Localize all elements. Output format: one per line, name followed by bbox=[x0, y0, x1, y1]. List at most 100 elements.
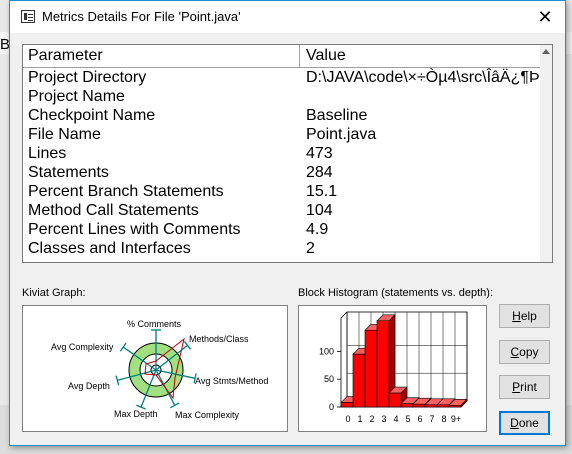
value-cell: 2 bbox=[306, 240, 315, 257]
histogram-x-tick: 9+ bbox=[451, 414, 461, 424]
kiviat-axis-tick bbox=[193, 373, 197, 384]
kiviat-graph: % Comments Methods/Class Avg Stmts/Metho… bbox=[22, 305, 288, 432]
table-row[interactable]: Percent Lines with Comments 4.9 bbox=[23, 221, 541, 240]
help-button-accelerator: H bbox=[512, 309, 521, 323]
parameter-cell: Statements bbox=[28, 164, 109, 181]
histogram-x-tick: 0 bbox=[345, 414, 350, 424]
done-button-accelerator: D bbox=[510, 416, 519, 430]
histogram-x-tick: 5 bbox=[405, 414, 410, 424]
print-button-accelerator: P bbox=[512, 380, 521, 394]
kiviat-axis-label-avg-depth: Avg Depth bbox=[68, 381, 110, 391]
kiviat-axis-tick bbox=[119, 342, 127, 352]
value-cell: 473 bbox=[306, 145, 333, 162]
histogram-bar bbox=[376, 320, 390, 408]
kiviat-axis-tick bbox=[170, 402, 180, 409]
histogram-bar bbox=[424, 404, 438, 408]
column-divider[interactable] bbox=[299, 45, 300, 67]
kiviat-axis-label-max-depth: Max Depth bbox=[114, 409, 158, 419]
table-row[interactable]: File Name Point.java bbox=[23, 126, 541, 145]
table-row[interactable]: Statements 284 bbox=[23, 164, 541, 183]
histogram-x-tick: 8 bbox=[441, 414, 446, 424]
parameter-cell: Lines bbox=[28, 145, 67, 162]
copy-button[interactable]: Copy bbox=[499, 340, 550, 364]
histogram-bar bbox=[388, 392, 402, 408]
histogram-bar bbox=[352, 353, 366, 408]
histogram-x-tick: 1 bbox=[357, 414, 362, 424]
kiviat-axis-label-avg-stmts-method: Avg Stmts/Method bbox=[195, 376, 268, 386]
histogram-x-tick: 6 bbox=[417, 414, 422, 424]
parameter-cell: Classes and Interfaces bbox=[28, 240, 191, 257]
help-button-label: elp bbox=[520, 309, 537, 323]
table-row[interactable]: Project Name bbox=[23, 88, 541, 107]
print-button[interactable]: Print bbox=[499, 375, 550, 399]
value-cell: 15.1 bbox=[306, 183, 338, 200]
histogram-bar bbox=[340, 402, 354, 408]
kiviat-axis-tick bbox=[136, 404, 146, 410]
block-histogram: 0 1 2 3 4 5 6 7 8 9+ 0 50 100 bbox=[298, 305, 487, 432]
histogram-label: Block Histogram (statements vs. depth): bbox=[298, 287, 494, 299]
kiviat-axis bbox=[140, 369, 157, 408]
histogram-bar bbox=[364, 329, 378, 408]
histogram-x-tick: 3 bbox=[381, 414, 386, 424]
value-cell: 4.9 bbox=[306, 221, 329, 238]
copy-button-accelerator: C bbox=[510, 345, 520, 359]
table-row[interactable]: Checkpoint Name Baseline bbox=[23, 107, 541, 126]
print-button-label: rint bbox=[520, 380, 537, 394]
histogram-axis-edge bbox=[340, 311, 348, 319]
kiviat-axis-label-methods-class: Methods/Class bbox=[189, 334, 249, 344]
histogram-x-tick: 7 bbox=[429, 414, 434, 424]
document-icon bbox=[21, 10, 35, 23]
done-button[interactable]: Done bbox=[499, 411, 550, 435]
parameter-cell: File Name bbox=[28, 126, 101, 143]
parameter-cell: Checkpoint Name bbox=[28, 107, 156, 124]
table-row[interactable]: Method Call Statements 104 bbox=[23, 202, 541, 221]
histogram-x-tick: 4 bbox=[393, 414, 398, 424]
close-button[interactable]: ✕ bbox=[537, 7, 553, 27]
kiviat-label: Kiviat Graph: bbox=[22, 287, 86, 299]
scroll-up-icon[interactable] bbox=[542, 49, 550, 54]
kiviat-axis bbox=[155, 344, 188, 371]
column-header-value[interactable]: Value bbox=[306, 47, 346, 64]
histogram-x-tick: 2 bbox=[369, 414, 374, 424]
column-header-parameter[interactable]: Parameter bbox=[28, 47, 103, 64]
kiviat-axis-tick bbox=[115, 375, 120, 386]
histogram-bar bbox=[448, 405, 462, 408]
kiviat-axis-label-comments: % Comments bbox=[127, 319, 182, 329]
value-cell: Point.java bbox=[306, 126, 377, 143]
kiviat-axis-tick bbox=[183, 341, 192, 350]
value-cell: 284 bbox=[306, 164, 333, 181]
histogram-bar bbox=[400, 403, 414, 408]
value-cell: 104 bbox=[306, 202, 333, 219]
background-letter: B bbox=[0, 36, 11, 53]
copy-button-label: opy bbox=[519, 345, 539, 359]
table-row[interactable]: Project Directory D:\JAVA\code\×÷Òµ4\src\… bbox=[23, 69, 552, 88]
table-body: Project Directory D:\JAVA\code\×÷Òµ4\src\… bbox=[23, 69, 552, 259]
vertical-scrollbar[interactable] bbox=[540, 45, 552, 262]
parameter-cell: Method Call Statements bbox=[28, 202, 199, 219]
parameter-cell: Project Directory bbox=[28, 69, 147, 86]
histogram-bar bbox=[436, 404, 450, 408]
table-header: Parameter Value bbox=[23, 45, 541, 68]
value-cell: Baseline bbox=[306, 107, 368, 124]
table-row[interactable]: Percent Branch Statements 15.1 bbox=[23, 183, 541, 202]
parameter-cell: Project Name bbox=[28, 88, 125, 105]
metrics-dialog: Metrics Details For File 'Point.java' ✕ … bbox=[9, 0, 566, 446]
parameter-cell: Percent Lines with Comments bbox=[28, 221, 241, 238]
title-bar[interactable]: Metrics Details For File 'Point.java' ✕ bbox=[10, 1, 565, 33]
done-button-label: one bbox=[518, 416, 539, 430]
kiviat-svg: % Comments Methods/Class Avg Stmts/Metho… bbox=[51, 319, 268, 420]
parameter-cell: Percent Branch Statements bbox=[28, 183, 224, 200]
histogram-y-tick: 50 bbox=[324, 374, 334, 384]
table-row[interactable]: Lines 473 bbox=[23, 145, 541, 164]
kiviat-axis-label-avg-complexity: Avg Complexity bbox=[51, 342, 114, 352]
table-row[interactable]: Classes and Interfaces 2 bbox=[23, 240, 541, 259]
kiviat-axis-label-max-complexity: Max Complexity bbox=[175, 410, 240, 420]
window-title: Metrics Details For File 'Point.java' bbox=[42, 9, 241, 24]
histogram-y-tick: 0 bbox=[329, 402, 334, 412]
histogram-y-tick: 100 bbox=[319, 346, 334, 356]
kiviat-axis bbox=[122, 346, 157, 371]
kiviat-polygon bbox=[144, 337, 185, 400]
metrics-table[interactable]: Parameter Value Project Directory D:\JAVA… bbox=[22, 44, 553, 263]
help-button[interactable]: Help bbox=[499, 304, 550, 328]
